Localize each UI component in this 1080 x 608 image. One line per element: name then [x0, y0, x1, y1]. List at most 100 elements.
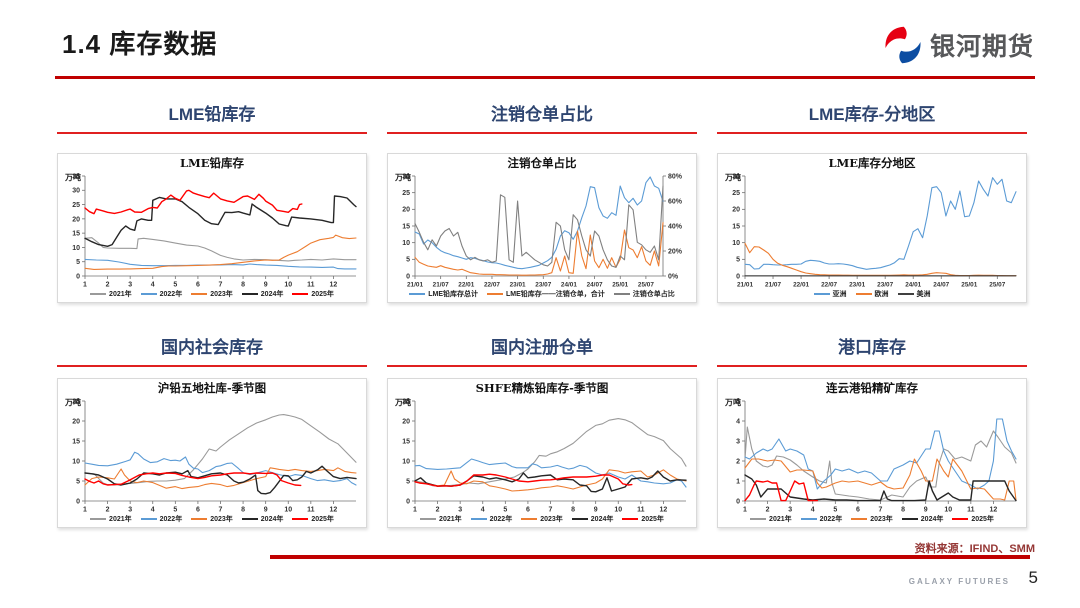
legend-line-swatch [571, 518, 588, 521]
svg-text:20: 20 [72, 418, 80, 425]
svg-text:20%: 20% [668, 248, 683, 255]
legend-item: 注销仓单占比 [613, 289, 675, 300]
svg-text:20: 20 [402, 418, 410, 425]
chart-title: LME铅库存 [179, 156, 245, 170]
svg-text:1: 1 [413, 507, 417, 514]
chart-panel-cancelled-warrant-ratio: 注销仓单占比 万吨 0 5 10 15 20 25 30 0% 20% 40% 60% 80% 21/0… [387, 153, 697, 303]
svg-text:9: 9 [924, 507, 928, 514]
legend-line-swatch [521, 518, 538, 521]
y-axis-unit-label: 万吨 [725, 398, 741, 407]
legend-line-swatch [901, 518, 918, 521]
section-header-cancelled-warrant-ratio: 注销仓单占比 [387, 100, 697, 134]
svg-text:40%: 40% [668, 223, 683, 230]
svg-text:6: 6 [856, 507, 860, 514]
legend-item: 2023年 [191, 289, 233, 300]
legend-line-swatch [191, 518, 208, 521]
svg-text:10: 10 [72, 458, 80, 465]
y-axis-unit-label: 万吨 [725, 173, 741, 182]
legend-item: 2023年 [521, 514, 563, 525]
svg-text:10: 10 [284, 282, 292, 289]
svg-text:5: 5 [406, 478, 410, 485]
title-underline [55, 76, 1035, 79]
legend-item: 2022年 [140, 514, 182, 525]
svg-text:6: 6 [526, 507, 530, 514]
y-axis-unit-label: 万吨 [65, 398, 81, 407]
chart-title: SHFE精炼铅库存-季节图 [475, 381, 609, 395]
svg-text:10: 10 [284, 507, 292, 514]
chart-title: 连云港铅精矿库存 [826, 381, 918, 395]
svg-text:7: 7 [879, 507, 883, 514]
svg-text:60%: 60% [668, 198, 683, 205]
legend-line-swatch [90, 518, 107, 521]
legend-line-swatch [622, 518, 639, 521]
logo-text: 银河期货 [929, 33, 1034, 61]
svg-text:3: 3 [736, 438, 740, 445]
chart-legend: LME铅库存总计 LME铅库存——注销仓单，合计 注销仓单占比 [389, 289, 695, 300]
legend-line-swatch [292, 518, 309, 521]
svg-text:3: 3 [128, 282, 132, 289]
svg-text:4: 4 [736, 418, 740, 425]
svg-text:25: 25 [402, 190, 410, 197]
chart-panel-domestic-registered-warrants: SHFE精炼铅库存-季节图 万吨 0 5 10 15 20 25 1 2 3 4 5 6 7 8 9 10 11… [387, 378, 697, 528]
legend-item: 2024年 [901, 514, 943, 525]
svg-text:25: 25 [72, 202, 80, 209]
legend-line-swatch [470, 518, 487, 521]
legend-item: 2025年 [622, 514, 664, 525]
chart-legend: 2021年 2022年 2023年 2024年 2025年 [59, 289, 365, 300]
svg-text:21/07: 21/07 [765, 282, 781, 289]
y-axis-unit-label: 万吨 [65, 173, 81, 182]
svg-text:22/01: 22/01 [458, 282, 474, 289]
legend-line-swatch [855, 293, 872, 296]
svg-text:10: 10 [944, 507, 952, 514]
svg-text:15: 15 [402, 223, 410, 230]
galaxy-swirl-icon [885, 26, 921, 64]
svg-text:30: 30 [732, 173, 740, 180]
section-header-lme-inventory-by-region: LME库存-分地区 [717, 100, 1027, 134]
svg-text:24/07: 24/07 [933, 282, 949, 289]
svg-text:21/07: 21/07 [433, 282, 449, 289]
svg-text:25/07: 25/07 [638, 282, 654, 289]
svg-text:6: 6 [196, 507, 200, 514]
svg-text:25: 25 [72, 398, 80, 405]
legend-item: LME铅库存——注销仓单，合计 [487, 289, 605, 300]
svg-text:9: 9 [594, 507, 598, 514]
svg-text:35: 35 [72, 173, 80, 180]
svg-text:9: 9 [264, 507, 268, 514]
svg-text:21/01: 21/01 [737, 282, 753, 289]
svg-text:25/01: 25/01 [612, 282, 628, 289]
legend-item: 2025年 [292, 514, 334, 525]
legend-item: 2021年 [90, 289, 132, 300]
chart-legend: 2021年 2022年 2023年 2024年 2025年 [389, 514, 695, 525]
svg-text:2: 2 [766, 507, 770, 514]
legend-item: 2025年 [292, 289, 334, 300]
legend-item: 欧洲 [855, 289, 889, 300]
y-axis-unit-label: 万吨 [395, 173, 411, 182]
svg-text:1: 1 [743, 507, 747, 514]
chart-panel-lme-lead-inventory: LME铅库存 万吨 0 5 10 15 20 25 30 35 1 2 3 4 5 6 7 8 9 10 11 12 … [57, 153, 367, 303]
svg-text:8: 8 [901, 507, 905, 514]
legend-line-swatch [90, 293, 107, 296]
svg-text:10: 10 [402, 240, 410, 247]
legend-line-swatch [409, 293, 426, 296]
legend-item: 2021年 [420, 514, 462, 525]
svg-text:4: 4 [481, 507, 485, 514]
svg-text:8: 8 [571, 507, 575, 514]
svg-text:1: 1 [83, 282, 87, 289]
svg-text:24/01: 24/01 [561, 282, 577, 289]
chart-title: 沪铅五地社库-季节图 [157, 381, 267, 395]
svg-text:5: 5 [833, 507, 837, 514]
legend-line-swatch [851, 518, 868, 521]
svg-text:11: 11 [307, 282, 315, 289]
line-chart-plot: 0 5 10 15 20 25 30 21/01 21/07 22/01 22/07 23/01 23/… [732, 173, 1017, 289]
legend-item: LME铅库存总计 [409, 289, 478, 300]
svg-text:23/07: 23/07 [877, 282, 893, 289]
svg-text:10: 10 [614, 507, 622, 514]
galaxy-futures-logo: 银河期货 [884, 26, 1034, 64]
legend-line-swatch [952, 518, 969, 521]
svg-text:4: 4 [151, 507, 155, 514]
svg-text:7: 7 [219, 282, 223, 289]
svg-text:3: 3 [128, 507, 132, 514]
svg-text:25/07: 25/07 [989, 282, 1005, 289]
